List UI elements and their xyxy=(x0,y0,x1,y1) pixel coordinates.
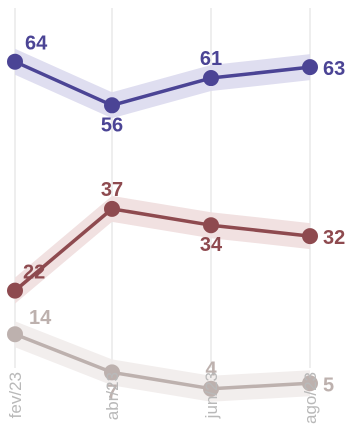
confidence-bands xyxy=(15,48,310,402)
series-1-point-1 xyxy=(104,200,120,217)
series-2-point-0 xyxy=(7,326,23,343)
series-0-band xyxy=(15,48,310,119)
x-tick-3: ago/23 xyxy=(301,372,320,424)
series-lines xyxy=(13,59,312,391)
series-2-band xyxy=(15,321,310,402)
series-0-point-2 xyxy=(203,70,219,87)
series-1-point-2 xyxy=(203,217,219,234)
series-1-label-3: 32 xyxy=(323,227,345,249)
series-2-label-3: 5 xyxy=(323,374,334,396)
series-0-label-2: 61 xyxy=(200,48,222,70)
series-2-label-0: 14 xyxy=(29,307,52,329)
series-1-line xyxy=(13,207,312,293)
series-2-point-3 xyxy=(302,375,318,392)
data-points xyxy=(7,53,318,397)
series-2-label-2: 4 xyxy=(205,359,217,381)
series-0-point-1 xyxy=(104,97,120,114)
series-1-band xyxy=(15,195,310,304)
data-labels: 64 56 61 63 22 37 34 32 14 7 4 5 xyxy=(23,33,345,404)
series-0-label-1: 56 xyxy=(101,114,123,136)
x-tick-2: jun/23 xyxy=(202,372,221,419)
series-0-line xyxy=(13,59,312,108)
series-2-point-1 xyxy=(104,364,120,381)
series-1-point-3 xyxy=(302,228,318,245)
series-0-point-0 xyxy=(7,53,23,70)
series-1-label-1: 37 xyxy=(101,179,123,201)
series-0-label-3: 63 xyxy=(323,58,345,80)
x-axis-ticks: fev/23 abr/23 jun/23 ago/23 xyxy=(6,372,320,424)
series-2-label-1: 7 xyxy=(106,381,117,403)
series-0-point-3 xyxy=(302,59,318,76)
series-2-line xyxy=(13,332,312,391)
x-tick-0: fev/23 xyxy=(6,372,25,418)
series-1-label-2: 34 xyxy=(200,234,223,256)
x-tick-1: abr/23 xyxy=(103,372,122,420)
series-1-point-0 xyxy=(7,282,23,299)
series-2-point-2 xyxy=(203,380,219,397)
series-1-label-0: 22 xyxy=(23,262,45,284)
series-0-label-0: 64 xyxy=(25,33,48,55)
